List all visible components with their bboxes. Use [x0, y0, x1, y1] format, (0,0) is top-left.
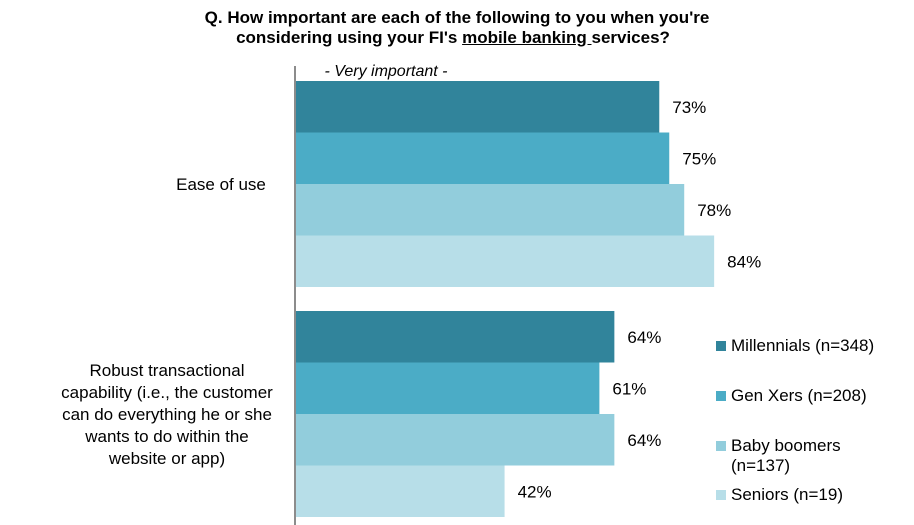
- legend-swatch-3: [716, 490, 726, 500]
- bar-1-3: [295, 465, 505, 517]
- category-label-1: Robust transactional capability (i.e., th…: [61, 361, 273, 468]
- legend-label-1: Gen Xers (n=208): [731, 386, 867, 405]
- bar-0-0: [295, 81, 660, 133]
- chart-title: Q. How important are each of the followi…: [0, 8, 914, 48]
- bar-1-1: [295, 362, 600, 414]
- legend-item-0: Millennials (n=348): [716, 336, 914, 356]
- data-label-0-0: 73%: [672, 98, 706, 117]
- legend-swatch-2: [716, 441, 726, 451]
- data-label-0-1: 75%: [682, 149, 716, 168]
- bar-0-2: [295, 184, 685, 236]
- chart-subtitle: - Very important -: [325, 63, 448, 80]
- data-label-1-3: 42%: [518, 482, 552, 501]
- bar-1-2: [295, 414, 615, 466]
- legend-item-1: Gen Xers (n=208): [716, 386, 914, 406]
- chart-title-line2: considering using your FI's mobile banki…: [0, 28, 914, 48]
- legend-swatch-1: [716, 391, 726, 401]
- chart-title-line2-suffix: services?: [591, 28, 670, 47]
- chart-title-line2-prefix: considering using your FI's: [236, 28, 463, 47]
- bar-0-3: [295, 235, 715, 287]
- legend-label-3: Seniors (n=19): [731, 485, 843, 504]
- data-label-1-1: 61%: [612, 379, 646, 398]
- bar-1-0: [295, 311, 615, 363]
- legend-label-2: Baby boomers (n=137): [731, 436, 841, 475]
- legend-item-2: Baby boomers (n=137): [716, 436, 914, 476]
- data-label-1-2: 64%: [627, 431, 661, 450]
- bar-0-1: [295, 132, 670, 184]
- data-label-0-2: 78%: [697, 201, 731, 220]
- chart-title-underlined: mobile banking: [462, 28, 592, 47]
- legend-item-3: Seniors (n=19): [716, 485, 914, 505]
- category-label-0: Ease of use: [176, 175, 266, 194]
- legend-label-0: Millennials (n=348): [731, 336, 875, 355]
- data-label-1-0: 64%: [627, 328, 661, 347]
- chart-title-line1: Q. How important are each of the followi…: [204, 8, 710, 27]
- legend-swatch-0: [716, 341, 726, 351]
- data-label-0-3: 84%: [727, 252, 761, 271]
